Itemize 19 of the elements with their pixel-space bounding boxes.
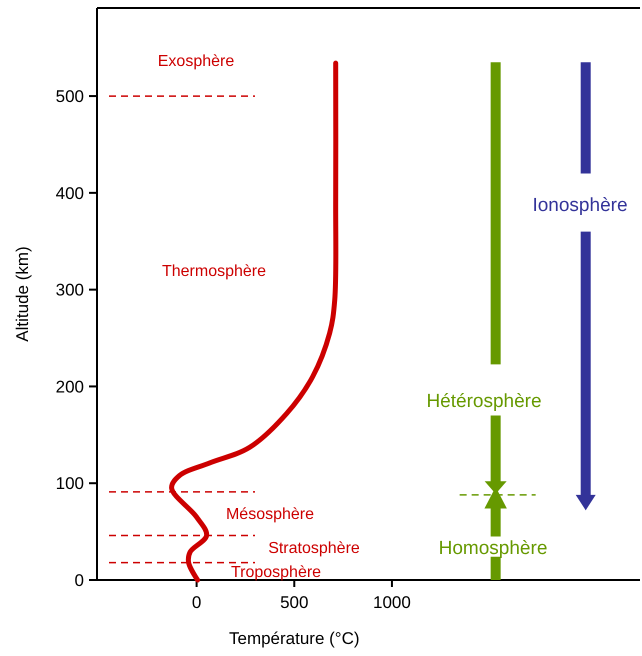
annotation: Thermosphère xyxy=(162,263,266,280)
annotation: Troposphère xyxy=(230,564,322,581)
x-tick-label: 1000 xyxy=(373,593,411,612)
annotation: Stratosphère xyxy=(268,540,360,557)
annotation: Ionosphère xyxy=(532,195,628,216)
y-tick-label: 500 xyxy=(56,87,84,106)
x-tick-label: 500 xyxy=(280,593,308,612)
y-tick-label: 300 xyxy=(56,280,84,300)
annotation: Mésosphère xyxy=(226,506,314,523)
y-tick-label: 0 xyxy=(74,571,84,590)
annotation: Homosphère xyxy=(438,538,548,559)
x-axis-title: Température (°C) xyxy=(228,629,360,648)
y-axis-title: Altitude (km) xyxy=(13,246,32,342)
annotation: Hétérosphère xyxy=(426,391,542,412)
x-tick-label: 0 xyxy=(192,593,202,612)
y-tick-label: 400 xyxy=(56,184,84,203)
y-tick-label: 200 xyxy=(56,377,84,396)
annotation: Exosphère xyxy=(158,53,234,70)
y-tick-label: 100 xyxy=(56,474,84,494)
